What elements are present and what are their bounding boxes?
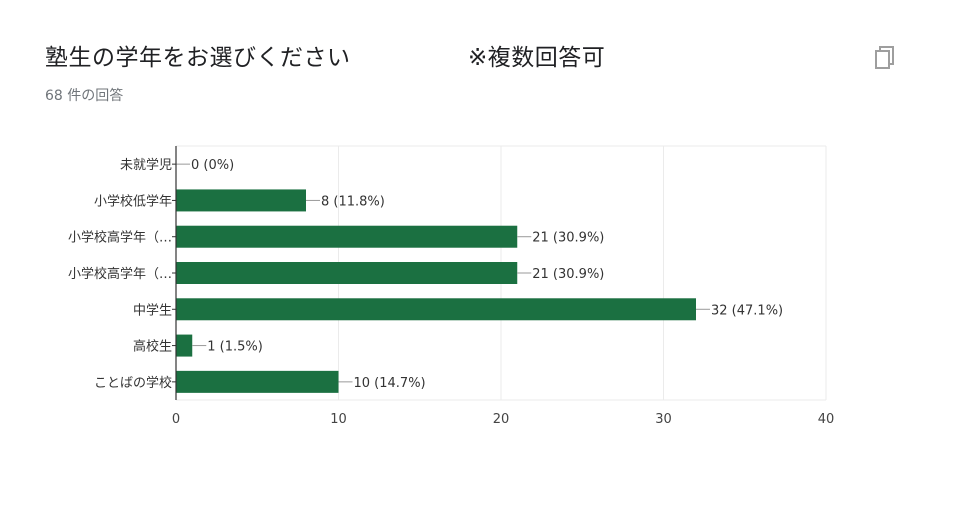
x-tick-label: 40 bbox=[818, 412, 835, 427]
data-label: 21 (30.9%) bbox=[532, 231, 604, 246]
category-label: 小学校高学年（… bbox=[68, 266, 172, 282]
x-tick-label: 0 bbox=[172, 412, 180, 427]
chart-title: 塾生の学年をお選びください ※複数回答可 bbox=[45, 45, 606, 71]
response-count: 68 件の回答 bbox=[45, 88, 124, 104]
x-tick-label: 30 bbox=[655, 412, 672, 427]
category-label: 小学校高学年（… bbox=[68, 230, 172, 246]
data-label: 1 (1.5%) bbox=[207, 340, 263, 355]
bar bbox=[176, 370, 339, 393]
category-label: 高校生 bbox=[133, 339, 172, 355]
bar bbox=[176, 225, 518, 248]
category-label: 未就学児 bbox=[120, 157, 172, 173]
data-label: 21 (30.9%) bbox=[532, 267, 604, 282]
copy-chart-button[interactable] bbox=[870, 44, 898, 74]
bar bbox=[176, 189, 306, 212]
category-label: 小学校低学年 bbox=[94, 193, 172, 209]
data-label: 8 (11.8%) bbox=[321, 194, 385, 209]
x-tick-label: 10 bbox=[330, 412, 347, 427]
data-label: 32 (47.1%) bbox=[711, 303, 783, 318]
bar bbox=[176, 262, 518, 284]
data-label: 10 (14.7%) bbox=[354, 376, 426, 391]
bar bbox=[176, 334, 193, 357]
x-tick-label: 20 bbox=[493, 412, 510, 427]
copy-icon bbox=[875, 46, 894, 69]
category-label: 中学生 bbox=[133, 302, 172, 318]
category-label: ことばの学校 bbox=[94, 375, 172, 391]
bar bbox=[176, 298, 696, 321]
data-label: 0 (0%) bbox=[191, 158, 234, 173]
